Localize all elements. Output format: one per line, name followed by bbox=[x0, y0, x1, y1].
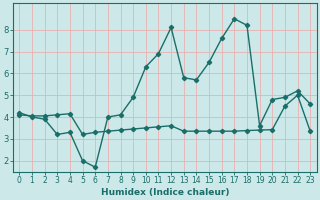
X-axis label: Humidex (Indice chaleur): Humidex (Indice chaleur) bbox=[100, 188, 229, 197]
